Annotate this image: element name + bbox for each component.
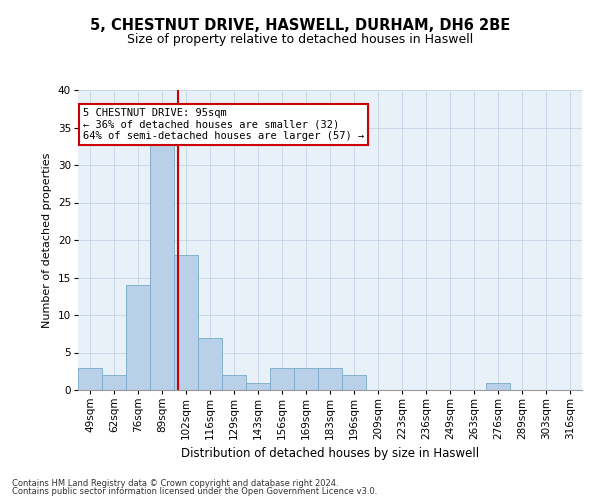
Bar (318, 368, 342, 390)
Bar (486, 382, 510, 390)
Bar (270, 368, 294, 390)
Text: 5, CHESTNUT DRIVE, HASWELL, DURHAM, DH6 2BE: 5, CHESTNUT DRIVE, HASWELL, DURHAM, DH6 … (90, 18, 510, 32)
Text: Size of property relative to detached houses in Haswell: Size of property relative to detached ho… (127, 32, 473, 46)
Y-axis label: Number of detached properties: Number of detached properties (42, 152, 52, 328)
Bar (174, 255, 198, 390)
Bar (198, 338, 222, 390)
Text: 5 CHESTNUT DRIVE: 95sqm
← 36% of detached houses are smaller (32)
64% of semi-de: 5 CHESTNUT DRIVE: 95sqm ← 36% of detache… (83, 108, 364, 141)
Bar (78, 368, 102, 390)
X-axis label: Distribution of detached houses by size in Haswell: Distribution of detached houses by size … (181, 448, 479, 460)
Bar (150, 142, 174, 390)
Bar (126, 285, 150, 390)
Text: Contains HM Land Registry data © Crown copyright and database right 2024.: Contains HM Land Registry data © Crown c… (12, 478, 338, 488)
Bar (222, 375, 246, 390)
Bar (246, 382, 270, 390)
Bar (102, 375, 126, 390)
Text: Contains public sector information licensed under the Open Government Licence v3: Contains public sector information licen… (12, 487, 377, 496)
Bar (342, 375, 366, 390)
Bar (294, 368, 318, 390)
